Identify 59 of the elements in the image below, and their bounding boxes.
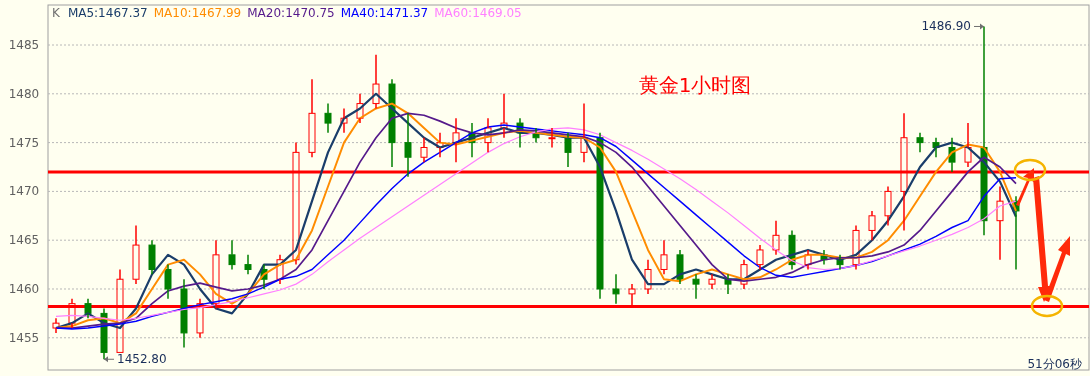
text: MA20:1470.75 (247, 6, 335, 20)
candlestick (660, 239, 668, 276)
candlestick (916, 132, 924, 154)
candlestick (692, 273, 700, 300)
candlestick (612, 273, 620, 305)
candlestick (644, 258, 652, 295)
candlestick (868, 210, 876, 241)
candlestick (932, 136, 940, 158)
candlestick (388, 78, 396, 168)
candlestick (356, 93, 364, 124)
candlestick (564, 132, 572, 168)
candlestick (500, 93, 508, 139)
candlestick (84, 298, 92, 320)
y-tick-label: 1480 (8, 86, 40, 101)
candlestick (372, 54, 380, 110)
candlestick (964, 122, 972, 168)
y-tick-label: 1455 (8, 330, 40, 345)
text: 黄金1小时图 (638, 73, 752, 97)
candlestick (276, 254, 284, 285)
text: MA10:1467.99 (153, 6, 242, 20)
candlestick (548, 127, 556, 149)
candlestick (484, 117, 492, 154)
y-tick-label: 1485 (8, 38, 40, 53)
text: MA5:1467.37 (67, 6, 148, 20)
candlestick (340, 107, 348, 134)
candlestick (580, 102, 588, 163)
candlestick (180, 278, 188, 349)
y-tick-label: 1465 (8, 233, 40, 248)
text: MA60:1469.05 (434, 6, 522, 20)
annotation: K (52, 6, 61, 20)
text: MA40:1471.37 (340, 6, 429, 20)
y-tick-label: 1460 (8, 282, 40, 296)
candlestick (228, 239, 236, 271)
candlestick (324, 102, 332, 134)
candlestick (756, 244, 764, 271)
candlestick (596, 132, 604, 300)
text: 51分06秒 (1027, 357, 1082, 371)
candlestick (308, 78, 316, 158)
annotation: 1486.90 (921, 19, 971, 34)
candlestick (404, 112, 412, 178)
candlestick (852, 224, 860, 271)
candlestick (452, 117, 460, 163)
candlestick (740, 258, 748, 290)
candlestick (772, 219, 780, 256)
candlestick (676, 249, 684, 285)
candlestick (996, 185, 1004, 261)
candlestick (804, 249, 812, 271)
candlestick (420, 136, 428, 163)
candlestick (708, 273, 716, 290)
candlestick (884, 185, 892, 227)
y-tick-label: 1470 (8, 184, 40, 199)
candlestick (836, 254, 844, 271)
candlestick (244, 254, 252, 276)
candlestick (436, 132, 444, 158)
candlestick (164, 263, 172, 300)
candlestick (132, 224, 140, 285)
candlestick (148, 239, 156, 276)
y-tick-label: 1475 (8, 135, 40, 150)
annotation: 1452.80 (117, 352, 167, 367)
